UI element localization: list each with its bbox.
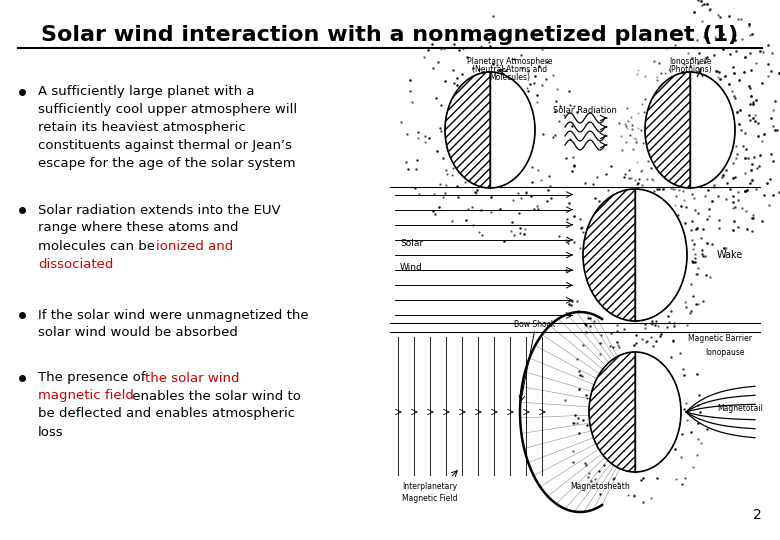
Text: (Photoions): (Photoions)	[668, 65, 712, 74]
Text: Solar Radiation: Solar Radiation	[553, 106, 617, 115]
Text: Interplanetary: Interplanetary	[402, 482, 458, 491]
Text: the solar wind: the solar wind	[145, 372, 239, 384]
Text: A sufficiently large planet with a: A sufficiently large planet with a	[38, 85, 254, 98]
Text: Solar radiation extends into the EUV: Solar radiation extends into the EUV	[38, 204, 281, 217]
Text: Solar: Solar	[400, 239, 423, 247]
Polygon shape	[645, 72, 690, 188]
Text: Magnetotail: Magnetotail	[717, 404, 763, 413]
Text: Bow Shock: Bow Shock	[514, 320, 555, 329]
Polygon shape	[589, 352, 635, 472]
Text: Magnetic Barrier: Magnetic Barrier	[688, 334, 752, 343]
Polygon shape	[583, 189, 635, 321]
Text: Molecules): Molecules)	[490, 73, 530, 82]
Polygon shape	[490, 72, 535, 188]
Text: range where these atoms and: range where these atoms and	[38, 221, 239, 234]
Polygon shape	[635, 352, 681, 472]
Text: Planetary Atmosphere: Planetary Atmosphere	[467, 57, 553, 66]
Text: Wake: Wake	[717, 250, 743, 260]
Text: Magnetosheath: Magnetosheath	[570, 482, 630, 491]
Text: solar wind would be absorbed: solar wind would be absorbed	[38, 327, 238, 340]
Text: escape for the age of the solar system: escape for the age of the solar system	[38, 158, 296, 171]
Polygon shape	[445, 72, 490, 188]
Text: molecules can be: molecules can be	[38, 240, 159, 253]
Polygon shape	[690, 72, 735, 188]
Text: Ionopause: Ionopause	[705, 348, 745, 357]
Text: Magnetic Field: Magnetic Field	[402, 494, 458, 503]
Text: magnetic field: magnetic field	[38, 389, 134, 402]
Ellipse shape	[645, 72, 735, 188]
Text: be deflected and enables atmospheric: be deflected and enables atmospheric	[38, 408, 295, 421]
Text: (Neutral Atoms and: (Neutral Atoms and	[473, 65, 548, 74]
Text: Ionosphere: Ionosphere	[668, 57, 711, 66]
Ellipse shape	[583, 189, 687, 321]
Text: constituents against thermal or Jean’s: constituents against thermal or Jean’s	[38, 139, 292, 152]
Text: ionized and: ionized and	[156, 240, 233, 253]
Text: enables the solar wind to: enables the solar wind to	[128, 389, 301, 402]
Text: The presence of: The presence of	[38, 372, 150, 384]
Text: dissociated: dissociated	[38, 258, 113, 271]
Text: Wind: Wind	[400, 262, 423, 272]
Polygon shape	[635, 189, 687, 321]
Text: loss: loss	[38, 426, 64, 438]
Ellipse shape	[445, 72, 535, 188]
Text: Solar wind interaction with a nonmagnetized planet (1): Solar wind interaction with a nonmagneti…	[41, 25, 739, 45]
Ellipse shape	[589, 352, 681, 472]
Text: sufficiently cool upper atmosphere will: sufficiently cool upper atmosphere will	[38, 104, 297, 117]
Text: retain its heaviest atmospheric: retain its heaviest atmospheric	[38, 122, 246, 134]
Text: If the solar wind were unmagnetized the: If the solar wind were unmagnetized the	[38, 308, 309, 321]
Text: 2: 2	[753, 508, 762, 522]
